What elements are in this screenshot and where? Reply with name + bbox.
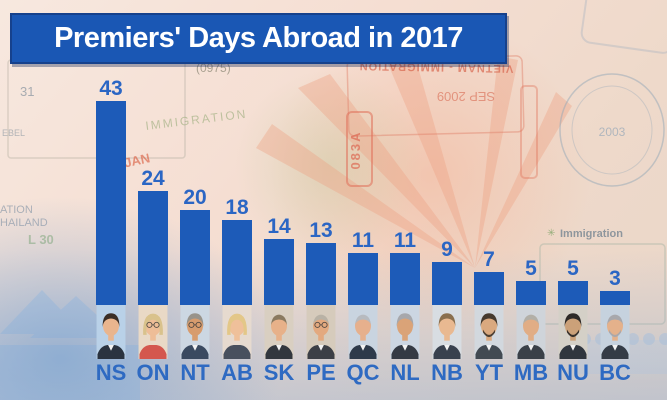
premier-photo (516, 305, 546, 359)
bar (96, 100, 126, 305)
oval-stamp-outer (559, 73, 665, 187)
bar-label: NS (95, 360, 127, 385)
stamp-text-vietnam-date: SEP 2009 (437, 89, 495, 104)
stamp-text-oval-year: 2003 (599, 125, 626, 139)
bar-column-NL: 11 NL (390, 230, 420, 384)
bar (600, 290, 630, 305)
bar-label: AB (221, 360, 253, 385)
bar-label: BC (599, 360, 631, 385)
stamp-text-serial: (0975) (196, 61, 231, 75)
premier-photo (222, 305, 252, 359)
bar-column-MB: 5 MB (513, 257, 549, 385)
bar-label: MB (513, 360, 549, 385)
bar (558, 281, 588, 305)
stamp-text-badge-code: 083A (348, 130, 363, 169)
bar-value: 13 (309, 219, 333, 243)
bar-value: 20 (183, 186, 207, 209)
bar-value: 14 (267, 214, 291, 238)
bar-column-YT: 7 YT (474, 249, 504, 384)
bar-label: ON (136, 360, 170, 385)
bar-column-BC: 3 BC (599, 266, 631, 385)
bar (516, 281, 546, 305)
bar-column-NU: 5 NU (557, 257, 589, 385)
bar-label: NU (557, 360, 589, 385)
stamp-text-ebel: EBEL (2, 128, 25, 138)
bar (306, 243, 336, 305)
bar-value: 11 (393, 228, 417, 252)
bar-value: 3 (609, 266, 621, 290)
starburst-rays (256, 56, 572, 268)
premier-photo (474, 305, 504, 359)
red-badge-outline (346, 111, 373, 187)
premier-photo (264, 305, 294, 359)
premier-photo (180, 305, 210, 359)
bar (474, 271, 504, 305)
bar (432, 262, 462, 305)
bar-chart: 43 NS 24 ON 20 NT 18 AB 14 SK 13 (95, 76, 631, 385)
bar-value: 5 (525, 257, 537, 281)
bar-value: 18 (225, 195, 249, 219)
premier-photo (432, 305, 462, 359)
bar-value: 9 (441, 238, 453, 262)
bar (138, 191, 168, 305)
premier-photo (348, 305, 378, 359)
title-banner: Premiers' Days Abroad in 2017 (10, 13, 507, 64)
bar-column-PE: 13 PE (306, 220, 336, 384)
korea-symbol-glyph: ✳ (547, 228, 555, 239)
bar-column-AB: 18 AB (221, 195, 253, 385)
bar (222, 219, 252, 305)
premier-photo (96, 305, 126, 359)
bar-value: 43 (99, 76, 123, 100)
bar-label: NT (180, 360, 210, 385)
bar (348, 252, 378, 305)
bar (264, 238, 294, 305)
premier-photo (558, 305, 588, 359)
page-title: Premiers' Days Abroad in 2017 (54, 22, 463, 54)
stamp-text-korea-immigration: Immigration (560, 228, 623, 240)
bar-column-NT: 20 NT (180, 187, 210, 384)
bar-value: 7 (483, 247, 495, 271)
red-strip-outline (520, 85, 538, 179)
bar-label: SK (263, 360, 295, 385)
bar-value: 24 (141, 167, 165, 190)
bar-value: 5 (567, 257, 579, 281)
bar-column-NB: 9 NB (431, 238, 463, 385)
bar-column-NS: 43 NS (95, 76, 127, 385)
bar-column-ON: 24 ON (136, 167, 170, 385)
corner-stamp-outline (580, 0, 667, 54)
premier-photo (306, 305, 336, 359)
bar-label: NB (431, 360, 463, 385)
premier-photo (138, 305, 168, 359)
oval-stamp-inner (571, 85, 653, 175)
stamp-text-31: 31 (20, 84, 34, 99)
bar (180, 210, 210, 305)
bar-label: QC (346, 360, 380, 385)
bar-label: PE (306, 360, 336, 385)
bar-column-SK: 14 SK (263, 214, 295, 385)
bar (390, 252, 420, 305)
premier-photo (600, 305, 630, 359)
bar-label: YT (474, 360, 504, 385)
bar-value: 11 (351, 228, 375, 252)
bar-label: NL (390, 360, 420, 385)
premier-photo (390, 305, 420, 359)
bar-column-QC: 11 QC (346, 228, 380, 385)
